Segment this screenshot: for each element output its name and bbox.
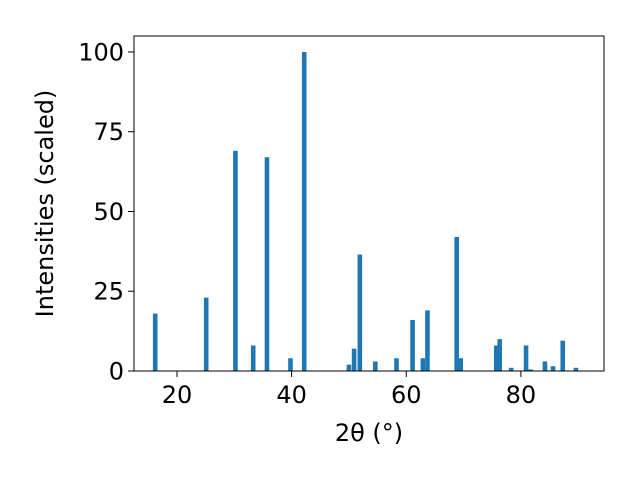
bar xyxy=(373,361,378,371)
plot-frame xyxy=(133,35,605,372)
bar xyxy=(573,367,579,371)
bar xyxy=(508,367,514,371)
y-tick-label: 0 xyxy=(109,358,124,386)
bar xyxy=(425,310,430,371)
y-ticks: 0 25 50 75 100 xyxy=(78,38,134,386)
bar xyxy=(454,237,459,371)
bar xyxy=(357,254,363,371)
bar xyxy=(250,345,256,371)
bar xyxy=(394,358,399,371)
bar xyxy=(493,345,499,371)
plot-area xyxy=(134,36,604,371)
bar xyxy=(410,319,415,371)
bar xyxy=(420,358,426,371)
bar xyxy=(458,358,463,371)
bar xyxy=(523,345,529,371)
bars-group xyxy=(152,51,579,371)
y-tick-label: 50 xyxy=(93,198,124,226)
x-tick-label: 20 xyxy=(162,381,193,409)
bar xyxy=(497,339,502,371)
bar xyxy=(203,297,209,371)
bar xyxy=(351,348,357,371)
bar xyxy=(288,358,293,371)
x-tick-label: 80 xyxy=(506,381,537,409)
bar xyxy=(233,150,238,371)
bar xyxy=(152,313,158,371)
bar xyxy=(264,157,270,371)
x-ticks: 20 40 60 80 xyxy=(162,371,536,409)
x-tick-label: 40 xyxy=(276,381,307,409)
y-axis-title: Intensities (scaled) xyxy=(31,90,59,318)
bar xyxy=(560,340,566,371)
y-tick-label: 25 xyxy=(93,278,124,306)
x-axis-title: 2θ (°) xyxy=(335,419,403,447)
y-tick-label: 100 xyxy=(78,38,124,66)
bar xyxy=(528,369,533,371)
bar xyxy=(301,51,307,371)
bar xyxy=(346,364,352,371)
y-tick-label: 75 xyxy=(93,118,124,146)
bar xyxy=(550,366,556,371)
x-tick-label: 60 xyxy=(391,381,422,409)
bar xyxy=(542,361,548,371)
